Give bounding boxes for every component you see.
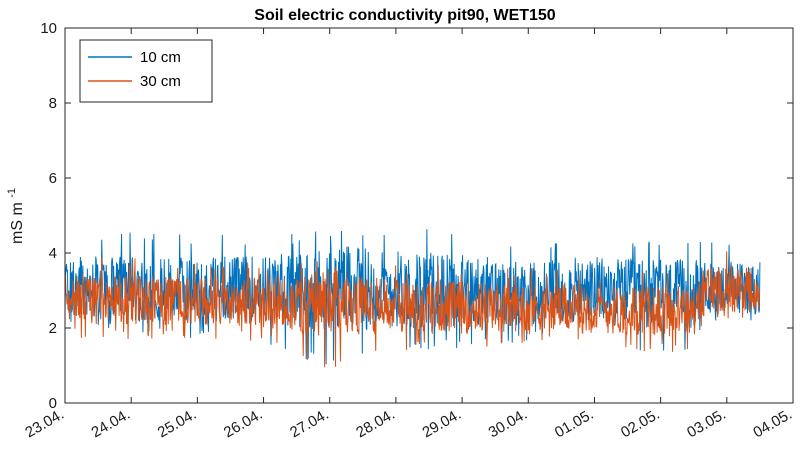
y-tick-label: 2 — [49, 320, 57, 337]
x-tick-label: 23.04. — [22, 406, 67, 442]
x-tick-label: 27.04. — [287, 406, 332, 442]
legend-label: 10 cm — [140, 49, 181, 66]
axes-box — [64, 27, 794, 404]
y-tick-label: 10 — [40, 20, 57, 37]
x-tick-label: 28.04. — [353, 406, 398, 442]
x-tick-label: 02.05. — [618, 406, 663, 442]
y-tick-label: 0 — [49, 395, 57, 412]
y-axis: 0 2 4 6 8 10 — [40, 20, 793, 412]
chart-title: Soil electric conductivity pit90, WET150 — [254, 7, 556, 24]
y-tick-label: 6 — [49, 170, 57, 187]
x-tick-label: 01.05. — [552, 406, 597, 442]
y-axis-label: mS m -1 — [6, 188, 26, 244]
y-axis-label-exponent: -1 — [6, 188, 18, 198]
y-tick-label: 8 — [49, 95, 57, 112]
x-tick-label: 03.05. — [684, 406, 729, 442]
x-tick-label: 24.04. — [89, 406, 134, 442]
y-axis-label-unit: mS m — [9, 202, 26, 244]
x-tick-label: 04.05. — [750, 406, 795, 442]
y-tick-label: 4 — [49, 245, 57, 262]
x-tick-label: 25.04. — [155, 406, 200, 442]
series-line-30-cm — [64, 251, 761, 368]
x-tick-label: 29.04. — [419, 406, 464, 442]
x-tick-label: 26.04. — [221, 406, 266, 442]
legend: 10 cm 30 cm — [79, 39, 213, 103]
series-layer — [64, 229, 761, 368]
legend-label: 30 cm — [140, 73, 181, 90]
legend-box — [79, 39, 213, 103]
x-tick-label: 30.04. — [486, 406, 531, 442]
